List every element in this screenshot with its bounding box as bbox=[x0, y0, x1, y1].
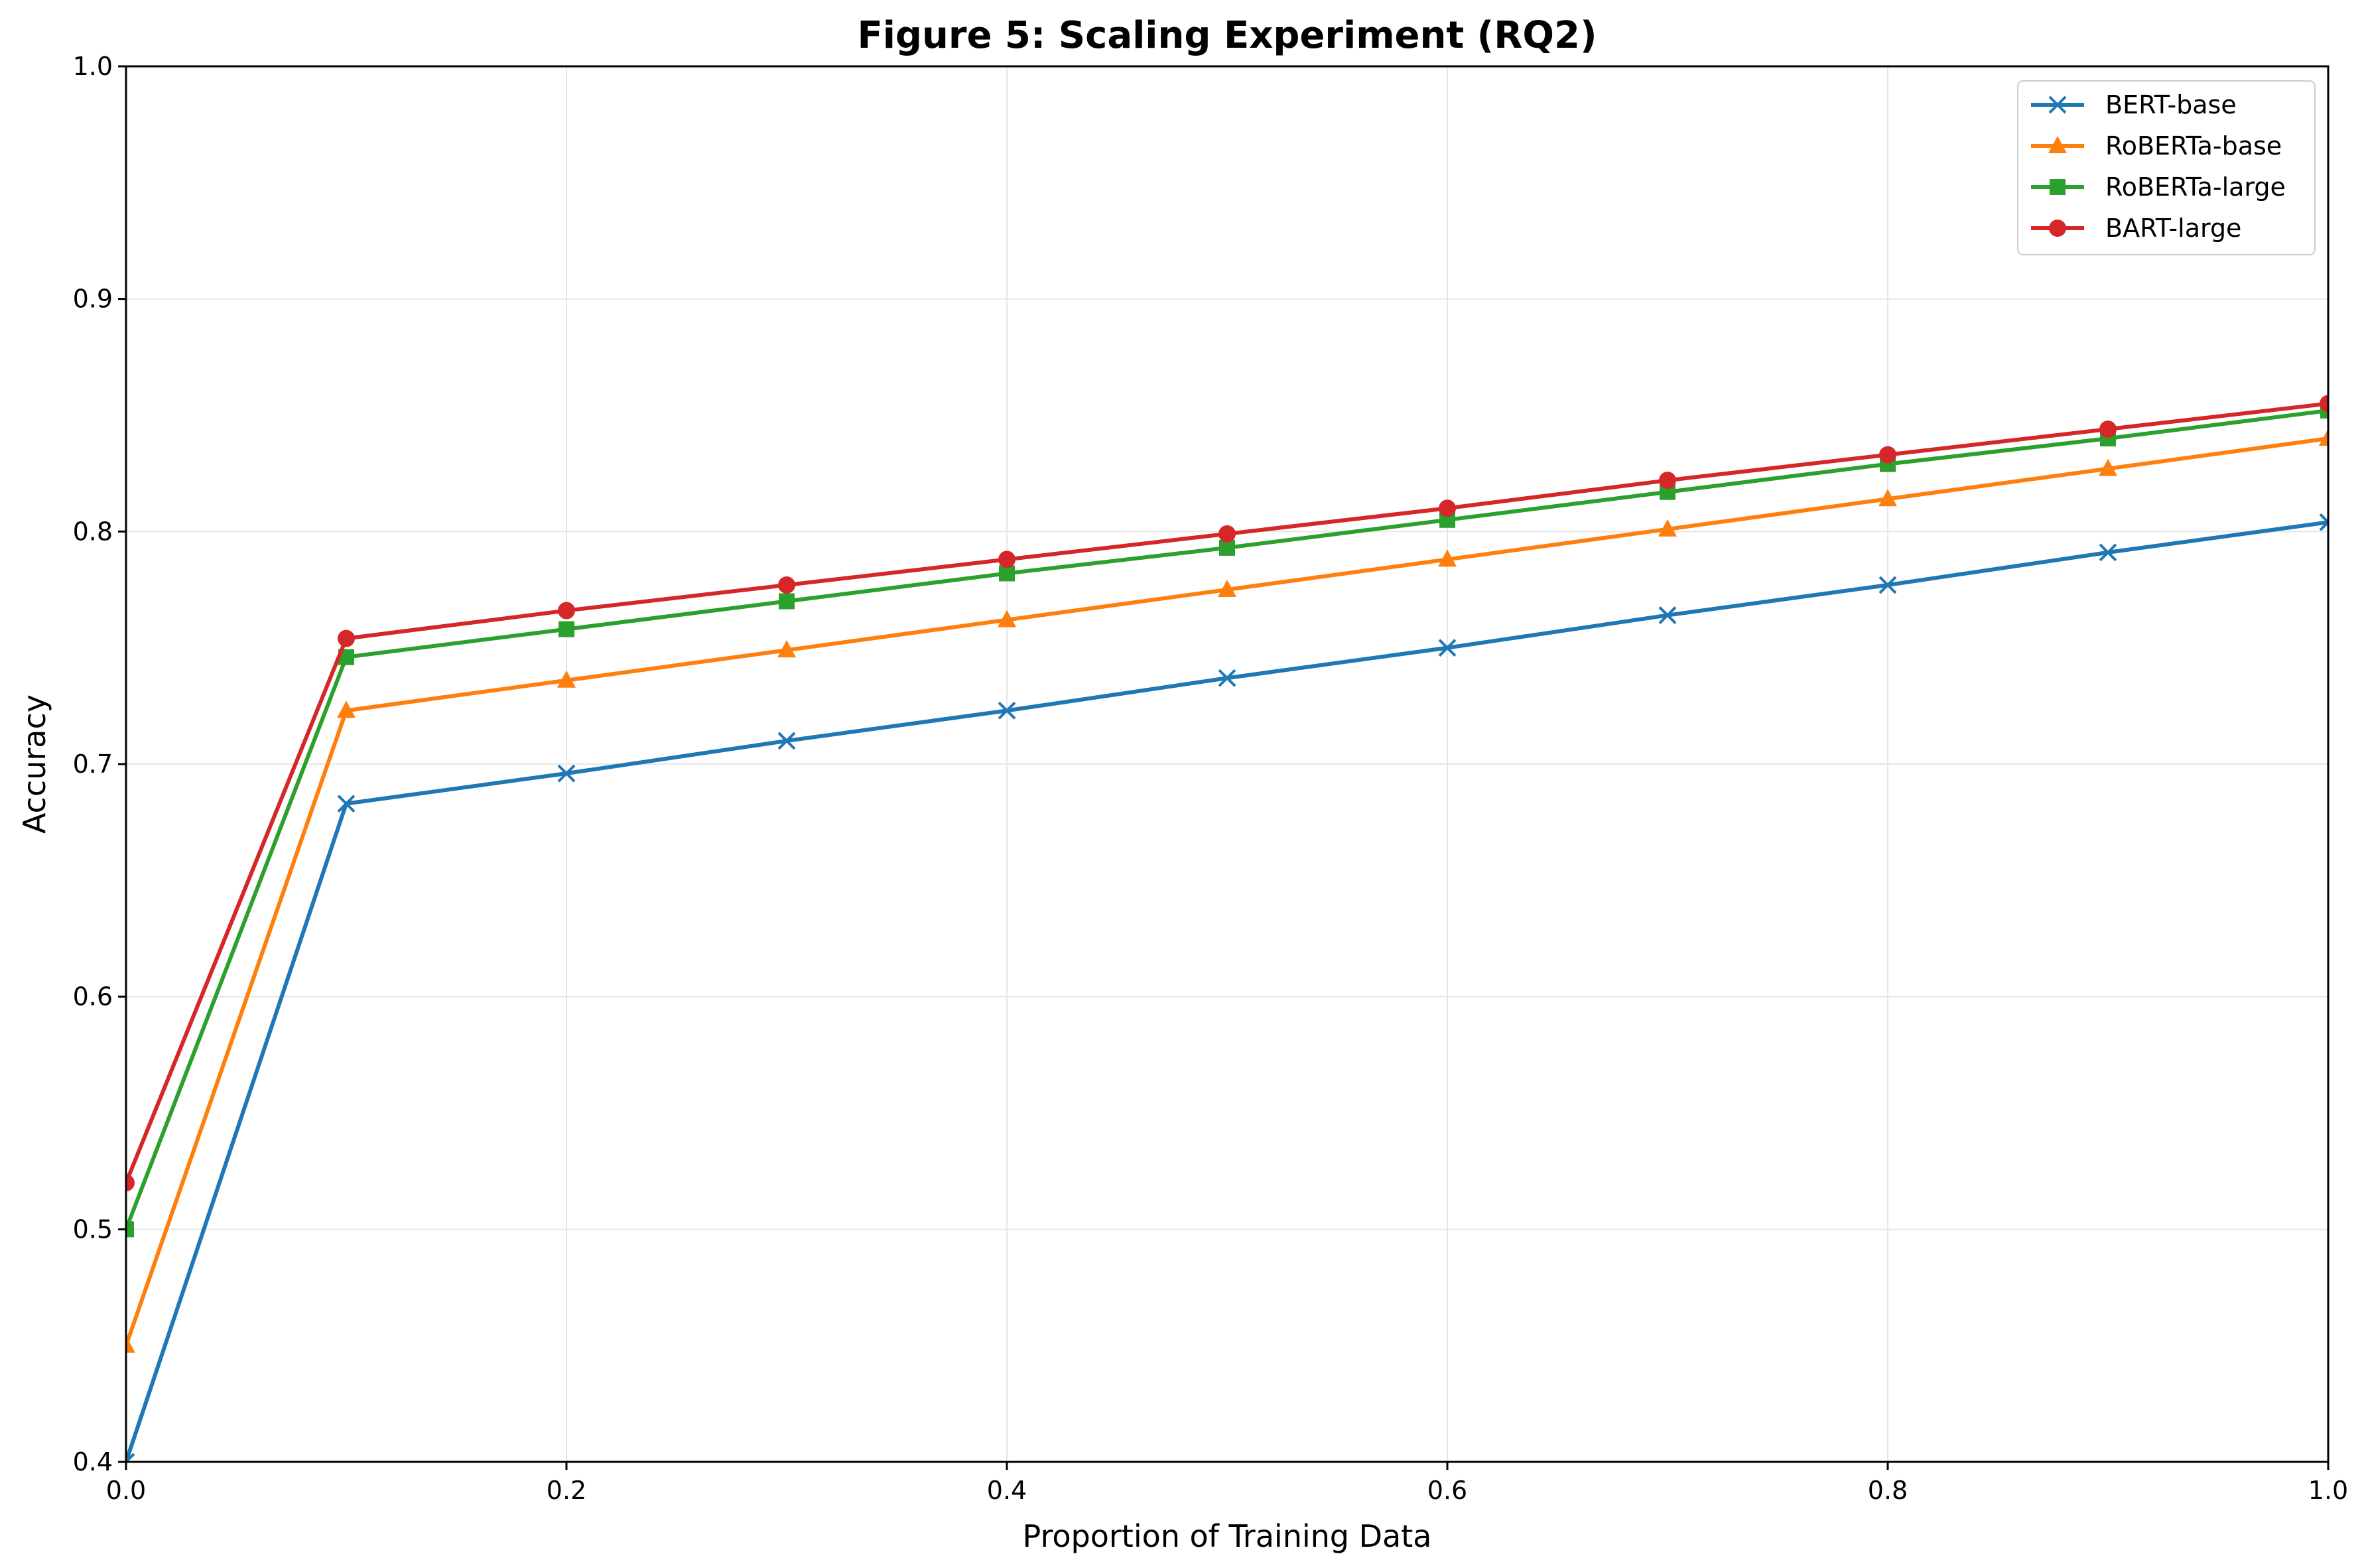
data-point-roberta-base-marker bbox=[1438, 549, 1457, 567]
data-point-roberta-large-marker bbox=[558, 621, 574, 637]
x-tick-label: 0.0 bbox=[106, 1476, 146, 1505]
data-point-bart-large-marker bbox=[778, 576, 795, 594]
axis-ticks: 0.0 0.2 0.4 0.6 0.8 1.0 0.4 0.5 0.6 0.7 0.8 0.9 1.0 bbox=[73, 52, 2349, 1505]
y-tick-label: 0.7 bbox=[73, 750, 113, 779]
legend-item-bart-large: BART-large bbox=[2031, 214, 2241, 243]
data-point-bart-large-marker bbox=[1218, 525, 1236, 543]
data-point-bart-large-marker bbox=[1879, 446, 1896, 464]
data-point-roberta-base-marker bbox=[2099, 458, 2117, 476]
y-tick-label: 0.5 bbox=[73, 1214, 113, 1244]
y-tick-label: 0.4 bbox=[73, 1447, 113, 1476]
legend-item-roberta-base: RoBERTa-base bbox=[2031, 131, 2282, 161]
data-point-bert-base-marker bbox=[126, 1453, 135, 1462]
data-point-bart-large-marker bbox=[126, 1174, 135, 1192]
data-point-bert-base-marker bbox=[1438, 639, 1457, 657]
series-bert-base bbox=[126, 513, 2328, 1462]
data-point-bart-large-marker bbox=[1659, 472, 1676, 490]
series-roberta-base bbox=[126, 428, 2328, 1353]
data-point-bart-large-marker bbox=[1439, 499, 1456, 517]
legend-label: RoBERTa-base bbox=[2105, 131, 2282, 161]
legend-item-roberta-large: RoBERTa-large bbox=[2031, 172, 2286, 202]
x-tick-label: 0.8 bbox=[1868, 1476, 1908, 1505]
data-point-roberta-base-marker bbox=[1218, 580, 1236, 597]
data-point-roberta-large-marker bbox=[779, 593, 795, 610]
data-point-bert-base-marker bbox=[2099, 543, 2117, 562]
legend-label: BART-large bbox=[2105, 214, 2241, 243]
data-point-bert-base-marker bbox=[557, 764, 576, 783]
data-point-bert-base-marker bbox=[998, 701, 1016, 720]
data-point-bart-large-marker bbox=[338, 629, 355, 647]
x-tick-label: 0.2 bbox=[547, 1476, 586, 1505]
y-tick-label: 0.9 bbox=[73, 285, 113, 314]
data-point-bart-large-marker bbox=[2099, 421, 2117, 438]
x-tick-label: 0.4 bbox=[987, 1476, 1027, 1505]
y-tick-label: 0.6 bbox=[73, 982, 113, 1012]
data-point-roberta-base-marker bbox=[998, 610, 1016, 627]
legend-marker bbox=[2048, 96, 2067, 114]
data-point-roberta-large-marker bbox=[126, 1221, 134, 1238]
legend-item-bert-base: BERT-base bbox=[2031, 90, 2237, 119]
x-axis-label: Proportion of Training Data bbox=[1023, 1518, 1432, 1554]
y-tick-label: 1.0 bbox=[73, 52, 113, 81]
data-point-bert-base-marker bbox=[2319, 513, 2328, 531]
data-point-roberta-base-marker bbox=[337, 700, 356, 718]
data-point-roberta-large-marker bbox=[1219, 539, 1235, 556]
legend-label: RoBERTa-large bbox=[2105, 172, 2286, 202]
data-point-bert-base-marker bbox=[337, 795, 356, 813]
data-point-roberta-base-marker bbox=[126, 1335, 135, 1353]
y-axis-label: Accuracy bbox=[17, 694, 52, 834]
legend: BERT-base RoBERTa-base RoBERTa-large BART-l… bbox=[2017, 80, 2316, 255]
chart-title: Figure 5: Scaling Experiment (RQ2) bbox=[857, 14, 1597, 57]
series-bart-large bbox=[126, 395, 2328, 1192]
legend-marker bbox=[2049, 220, 2066, 237]
data-point-bert-base-marker bbox=[777, 732, 796, 750]
legend-marker bbox=[2048, 136, 2067, 153]
data-point-roberta-base-marker bbox=[1878, 489, 1897, 507]
data-point-bart-large-marker bbox=[558, 602, 575, 620]
x-tick-label: 0.6 bbox=[1427, 1476, 1467, 1505]
data-point-bert-base-marker bbox=[1878, 576, 1897, 594]
data-point-roberta-base-marker bbox=[557, 670, 576, 688]
legend-marker bbox=[2050, 179, 2066, 195]
data-point-bart-large-marker bbox=[2320, 395, 2328, 413]
data-point-bert-base-marker bbox=[1218, 669, 1236, 687]
legend-box bbox=[2017, 80, 2316, 255]
y-tick-label: 0.8 bbox=[73, 517, 113, 546]
data-point-roberta-base-marker bbox=[1658, 519, 1677, 537]
data-point-roberta-large-marker bbox=[999, 565, 1015, 582]
x-tick-label: 1.0 bbox=[2308, 1476, 2348, 1505]
series-lines bbox=[126, 395, 2328, 1462]
data-point-bart-large-marker bbox=[998, 551, 1016, 568]
legend-label: BERT-base bbox=[2105, 90, 2237, 119]
data-point-roberta-base-marker bbox=[2319, 428, 2328, 446]
data-point-bert-base-marker bbox=[1658, 606, 1677, 624]
data-point-roberta-base-marker bbox=[777, 640, 796, 658]
